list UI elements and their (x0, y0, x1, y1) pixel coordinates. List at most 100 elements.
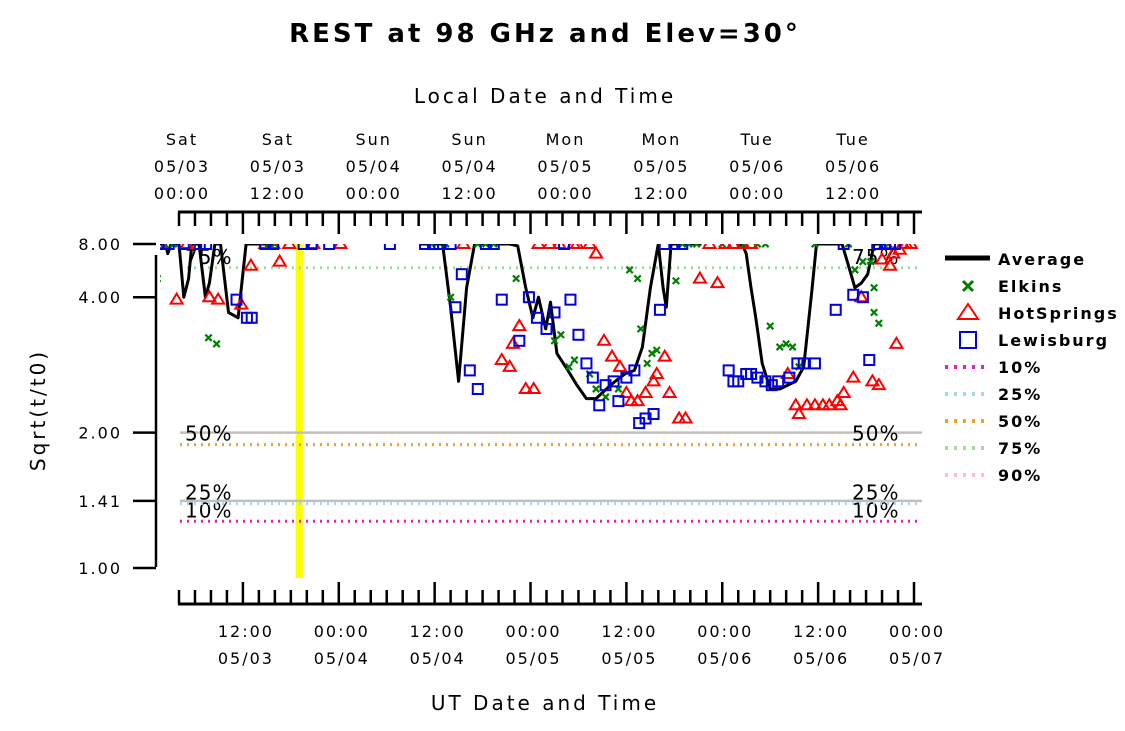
point-hotsprings (874, 251, 890, 265)
legend-label: Elkins (998, 277, 1063, 296)
point-elkins (550, 336, 559, 345)
bottom-tick-date: 05/07 (889, 649, 945, 668)
point-hotsprings (581, 244, 598, 249)
point-hotsprings (725, 244, 742, 249)
point-hotsprings (895, 244, 911, 249)
point-hotsprings (629, 393, 646, 407)
series-line-average (736, 244, 886, 391)
top-tick-time: 00:00 (537, 184, 593, 203)
point-lewisburg (856, 291, 869, 304)
top-tick-time: 12:00 (250, 184, 306, 203)
y-tick-label: 1.00 (78, 559, 122, 578)
point-elkins (636, 324, 645, 333)
point-hotsprings (787, 397, 804, 411)
point-lewisburg (759, 375, 772, 388)
point-hotsprings (864, 373, 881, 387)
point-elkins (810, 244, 819, 248)
y-tick-label: 8.00 (78, 235, 122, 254)
point-hotsprings (604, 348, 620, 362)
bottom-tick-date: 05/06 (793, 649, 849, 668)
point-hotsprings (271, 253, 288, 267)
point-lewisburg (863, 354, 876, 367)
point-lewisburg (522, 291, 535, 304)
top-tick-time: 00:00 (154, 184, 210, 203)
top-tick-day: Mon (641, 130, 681, 149)
legend-label: 10% (998, 358, 1042, 377)
point-lewisburg (829, 303, 842, 316)
bottom-tick-time: 12:00 (793, 622, 849, 641)
point-hotsprings (455, 244, 472, 249)
point-elkins (647, 349, 656, 358)
point-elkins (169, 244, 178, 248)
bottom-tick-date: 05/04 (314, 649, 370, 668)
top-tick-date: 05/03 (250, 157, 306, 176)
point-lewisburg (722, 364, 735, 377)
percentile-label-left: 25% (185, 481, 232, 505)
bottom-tick-date: 05/05 (505, 649, 561, 668)
top-tick-day: Sat (166, 130, 198, 149)
point-lewisburg (558, 244, 571, 250)
point-lewisburg (745, 367, 758, 380)
point-hotsprings (701, 244, 718, 249)
point-elkins (212, 339, 221, 348)
top-tick-date: 05/05 (633, 157, 689, 176)
point-elkins (144, 347, 150, 353)
percentile-label-left: 50% (185, 422, 232, 446)
point-elkins (512, 274, 521, 283)
top-tick-day: Mon (546, 130, 586, 149)
point-hotsprings (799, 397, 815, 411)
point-lewisburg (433, 244, 446, 250)
point-elkins (874, 319, 883, 328)
point-hotsprings (807, 397, 823, 411)
point-lewisburg (888, 244, 901, 250)
point-elkins (692, 244, 701, 248)
point-elkins (844, 244, 853, 248)
point-elkins (148, 320, 154, 326)
legend-swatch-x (961, 279, 975, 293)
point-lewisburg (564, 293, 577, 306)
point-elkins (592, 385, 601, 393)
top-tick-time: 12:00 (442, 184, 498, 203)
point-lewisburg (620, 371, 633, 384)
point-hotsprings (618, 385, 635, 398)
point-lewisburg (628, 364, 641, 377)
point-lewisburg (267, 244, 280, 250)
point-hotsprings (210, 291, 226, 305)
point-hotsprings (735, 244, 751, 249)
point-hotsprings (637, 385, 654, 398)
point-lewisburg (200, 244, 213, 250)
point-hotsprings (709, 275, 726, 289)
point-hotsprings (645, 373, 662, 387)
bottom-tick-time: 00:00 (505, 622, 561, 641)
point-lewisburg (772, 375, 785, 388)
point-lewisburg (177, 244, 190, 250)
point-hotsprings (243, 257, 259, 271)
legend-label: 25% (998, 385, 1042, 404)
point-lewisburg (751, 371, 764, 384)
bottom-tick-date: 05/04 (410, 649, 466, 668)
point-hotsprings (596, 332, 612, 346)
reference-lines: 10% 10%25% 25%50% 50%75% 75% (180, 245, 922, 523)
legend-label: Lewisburg (998, 331, 1109, 350)
point-lewisburg (487, 244, 500, 250)
highlight-band (295, 244, 303, 578)
point-elkins (204, 333, 213, 342)
bottom-tick-time: 00:00 (697, 622, 753, 641)
point-lewisburg (732, 375, 745, 388)
point-hotsprings (845, 369, 862, 383)
point-hotsprings (743, 244, 759, 249)
bottom-tick-date: 05/06 (697, 649, 753, 668)
top-tick-time: 12:00 (633, 184, 689, 203)
point-hotsprings (871, 377, 887, 391)
point-hotsprings (511, 318, 528, 332)
point-hotsprings (885, 245, 901, 259)
point-elkins (446, 293, 455, 302)
point-lewisburg (548, 306, 561, 319)
point-hotsprings (882, 257, 898, 271)
point-elkins (782, 339, 791, 348)
series-line-average (421, 244, 702, 401)
point-lewisburg (647, 407, 660, 420)
top-tick-day: Tue (740, 130, 774, 149)
point-lewisburg (193, 244, 206, 250)
